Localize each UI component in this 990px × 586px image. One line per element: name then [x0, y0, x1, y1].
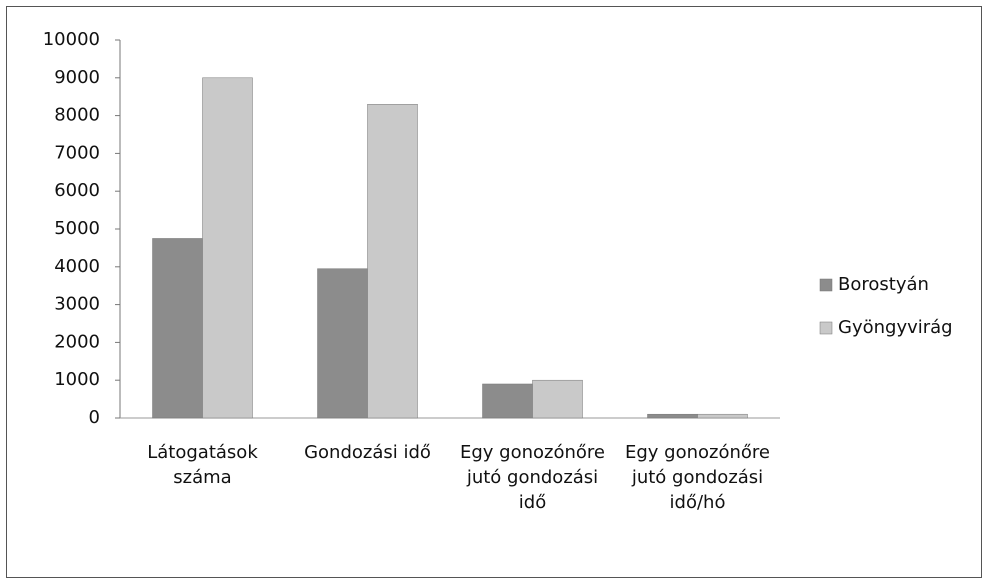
y-tick-label: 6000: [54, 180, 100, 201]
bar: [532, 379, 583, 419]
y-tick-label: 3000: [54, 294, 100, 315]
y-tick-label: 1000: [54, 369, 100, 390]
y-tick-label: 8000: [54, 105, 100, 126]
legend-swatch: [819, 321, 833, 335]
bar: [367, 104, 418, 419]
x-tick-label: Egy gonozónőre jutó gondozási idő/hó: [625, 442, 770, 513]
x-tick-label: Gondozási idő: [304, 442, 431, 463]
legend-swatch: [819, 278, 833, 292]
bar: [202, 77, 253, 419]
legend-label: Borostyán: [838, 274, 929, 295]
y-tick-label: 0: [89, 407, 100, 428]
bar: [482, 383, 533, 419]
bar: [697, 413, 748, 419]
legend-label: Gyöngyvirág: [838, 317, 953, 338]
bar: [317, 268, 368, 419]
y-tick-label: 4000: [54, 256, 100, 277]
y-tick-label: 7000: [54, 142, 100, 163]
y-tick-label: 5000: [54, 218, 100, 239]
bar: [647, 413, 698, 419]
y-tick-label: 2000: [54, 331, 100, 352]
x-tick-label: Egy gonozónőre jutó gondozási idő: [460, 442, 605, 513]
x-tick-label: Látogatások száma: [147, 442, 258, 488]
y-tick-label: 9000: [54, 67, 100, 88]
y-tick-label: 10000: [43, 29, 100, 50]
chart-frame: [6, 6, 982, 578]
bar: [152, 238, 203, 419]
